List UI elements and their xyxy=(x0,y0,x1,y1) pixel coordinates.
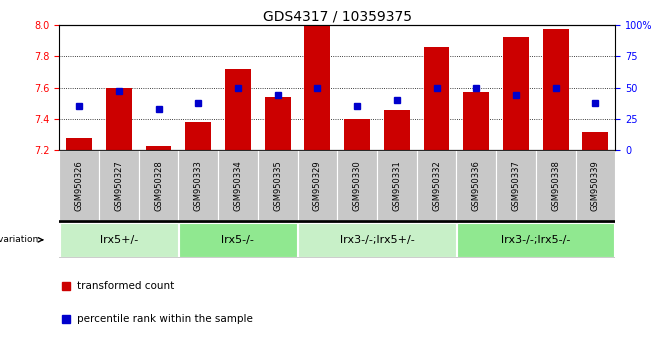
Bar xyxy=(145,146,172,150)
Text: GSM950334: GSM950334 xyxy=(234,160,242,211)
Bar xyxy=(503,37,529,150)
Text: percentile rank within the sample: percentile rank within the sample xyxy=(77,314,253,324)
Bar xyxy=(496,150,536,221)
Bar xyxy=(463,92,489,150)
Bar xyxy=(178,150,218,221)
Text: transformed count: transformed count xyxy=(77,281,174,291)
Bar xyxy=(258,150,297,221)
Bar xyxy=(305,26,330,150)
Title: GDS4317 / 10359375: GDS4317 / 10359375 xyxy=(263,10,412,24)
Text: GSM950337: GSM950337 xyxy=(511,160,520,211)
Bar xyxy=(582,132,608,150)
Text: GSM950328: GSM950328 xyxy=(154,160,163,211)
Bar xyxy=(384,110,410,150)
Text: GSM950331: GSM950331 xyxy=(392,160,401,211)
Text: GSM950339: GSM950339 xyxy=(591,160,600,211)
Text: genotype/variation: genotype/variation xyxy=(0,235,39,244)
Bar xyxy=(186,122,211,150)
Bar xyxy=(99,150,139,221)
Text: lrx3-/-;lrx5-/-: lrx3-/-;lrx5-/- xyxy=(501,235,570,245)
Text: GSM950333: GSM950333 xyxy=(193,160,203,211)
Bar xyxy=(457,223,615,257)
Bar xyxy=(59,150,99,221)
Text: GSM950326: GSM950326 xyxy=(74,160,84,211)
Bar xyxy=(337,150,377,221)
Bar xyxy=(344,119,370,150)
Bar xyxy=(576,150,615,221)
Text: GSM950338: GSM950338 xyxy=(551,160,560,211)
Bar xyxy=(417,150,457,221)
Bar xyxy=(218,150,258,221)
Text: GSM950330: GSM950330 xyxy=(353,160,362,211)
Text: GSM950336: GSM950336 xyxy=(472,160,481,211)
Bar xyxy=(297,150,337,221)
Bar xyxy=(106,88,132,150)
Bar xyxy=(298,223,455,257)
Text: lrx5-/-: lrx5-/- xyxy=(222,235,255,245)
Bar xyxy=(543,29,569,150)
Text: GSM950329: GSM950329 xyxy=(313,160,322,211)
Bar xyxy=(424,47,449,150)
Text: lrx3-/-;lrx5+/-: lrx3-/-;lrx5+/- xyxy=(340,235,415,245)
Bar xyxy=(60,223,178,257)
Bar xyxy=(457,150,496,221)
Bar xyxy=(536,150,576,221)
Text: GSM950332: GSM950332 xyxy=(432,160,441,211)
Text: GSM950335: GSM950335 xyxy=(273,160,282,211)
Bar xyxy=(377,150,417,221)
Text: lrx5+/-: lrx5+/- xyxy=(99,235,138,245)
Bar xyxy=(139,150,178,221)
Text: GSM950327: GSM950327 xyxy=(114,160,123,211)
Bar xyxy=(66,138,92,150)
Bar xyxy=(179,223,297,257)
Bar xyxy=(265,97,291,150)
Bar xyxy=(225,69,251,150)
